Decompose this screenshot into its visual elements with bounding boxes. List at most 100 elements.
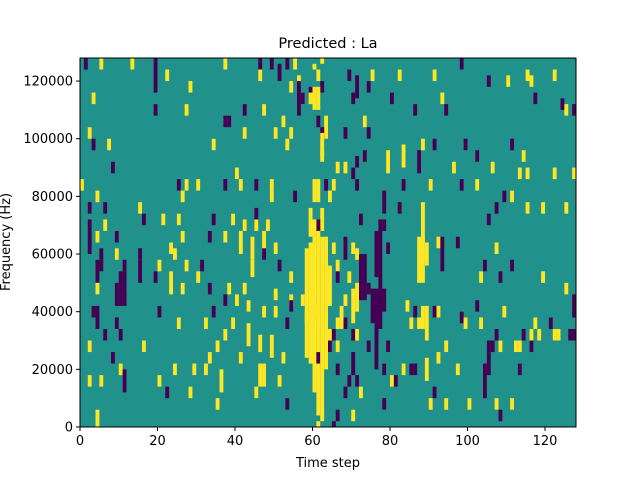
heatmap-cell — [382, 288, 387, 312]
heatmap-cell — [572, 167, 577, 180]
heatmap-cell — [289, 127, 294, 139]
heatmap-cell — [207, 230, 212, 243]
heatmap-cell — [254, 386, 259, 399]
heatmap-cell — [273, 305, 278, 318]
heatmap-cell — [417, 317, 422, 329]
heatmap-cell — [320, 207, 325, 231]
heatmap-cell — [142, 213, 146, 226]
heatmap-cell — [316, 179, 321, 203]
heatmap-cell — [180, 230, 185, 243]
heatmap-cell — [254, 219, 259, 231]
heatmap-cell — [285, 58, 290, 70]
heatmap-cell — [331, 328, 336, 341]
heatmap-cell — [324, 236, 329, 370]
heatmap-cell — [157, 305, 162, 318]
heatmap-cell — [95, 409, 100, 427]
heatmap-cell — [486, 213, 491, 226]
heatmap-cell — [196, 179, 201, 191]
heatmap-cell — [335, 161, 340, 174]
heatmap-cell — [335, 409, 340, 422]
heatmap-cell — [281, 352, 286, 364]
heatmap-cell — [312, 63, 317, 70]
heatmap-cell — [362, 150, 367, 162]
heatmap-cell — [114, 317, 119, 329]
heatmap-cell — [99, 259, 104, 272]
heatmap-cell — [297, 92, 301, 116]
heatmap-cell — [386, 150, 391, 174]
heatmap-cell — [173, 248, 177, 260]
heatmap-cell — [355, 248, 360, 260]
heatmap-cell — [258, 363, 263, 387]
heatmap-cell — [293, 58, 298, 70]
heatmap-cell — [347, 271, 352, 283]
heatmap-cell — [444, 398, 449, 410]
heatmap-cell — [211, 213, 216, 226]
heatmap-cell — [517, 167, 522, 180]
heatmap-cell — [122, 259, 127, 272]
heatmap-cell — [304, 311, 309, 358]
heatmap-cell — [316, 115, 321, 128]
heatmap-cell — [510, 259, 515, 272]
heatmap-cell — [238, 352, 243, 364]
heatmap-cell — [494, 242, 499, 255]
heatmap-cell — [308, 242, 313, 364]
heatmap-cell — [176, 213, 181, 226]
heatmap-cell — [328, 340, 332, 353]
x-tick-label: 80 — [382, 434, 399, 449]
heatmap-cell — [432, 69, 437, 82]
heatmap-cell — [223, 179, 228, 191]
heatmap-cell — [459, 179, 464, 191]
heatmap-cell — [359, 213, 363, 226]
heatmap-cell — [401, 144, 406, 168]
heatmap-cell — [517, 340, 522, 353]
heatmap-cell — [343, 161, 348, 174]
y-tick-label: 0 — [65, 421, 73, 436]
heatmap-cell — [227, 282, 232, 295]
heatmap-cell — [393, 375, 398, 387]
heatmap-cell — [262, 305, 267, 318]
heatmap-cell — [421, 305, 425, 329]
heatmap-cell — [165, 386, 170, 399]
heatmap-cell — [564, 202, 569, 214]
heatmap-cell — [382, 190, 387, 203]
heatmap-cell — [494, 202, 499, 214]
heatmap-cell — [541, 271, 546, 283]
heatmap-cell — [459, 311, 464, 324]
heatmap-cell — [525, 167, 530, 180]
heatmap-cell — [87, 375, 92, 387]
heatmap-cell — [289, 294, 294, 306]
plot-area — [79, 57, 577, 428]
heatmap-cell — [114, 282, 119, 306]
heatmap-cell — [335, 271, 340, 283]
heatmap-cell — [258, 334, 263, 353]
heatmap-cell — [475, 300, 480, 312]
heatmap-cell — [494, 328, 499, 341]
heatmap-cell — [479, 317, 484, 329]
heatmap-cell — [273, 242, 278, 255]
heatmap-cell — [556, 328, 561, 341]
heatmap-cell — [529, 75, 534, 87]
heatmap-cell — [401, 363, 406, 376]
heatmap-cell — [304, 248, 309, 324]
heatmap-cell — [424, 357, 429, 381]
chart-title: Predicted : La — [278, 36, 377, 52]
heatmap-cell — [95, 305, 100, 329]
heatmap-cell — [289, 81, 294, 93]
heatmap-cell — [246, 323, 251, 347]
heatmap-cell — [514, 340, 518, 353]
heatmap-cell — [200, 259, 205, 272]
heatmap-cell — [413, 305, 418, 318]
heatmap-cell — [409, 317, 414, 329]
heatmap-cell — [510, 398, 515, 410]
heatmap-cell — [351, 242, 356, 255]
heatmap-cell — [374, 230, 379, 278]
heatmap-cell — [320, 150, 325, 162]
heatmap-cell — [153, 58, 158, 93]
heatmap-cell — [498, 409, 503, 422]
heatmap-cell — [440, 236, 445, 272]
heatmap-cell — [455, 236, 460, 249]
heatmap-cell — [370, 288, 375, 324]
heatmap-cell — [386, 340, 391, 353]
heatmap-cell — [421, 202, 425, 243]
heatmap-cell — [87, 219, 92, 231]
